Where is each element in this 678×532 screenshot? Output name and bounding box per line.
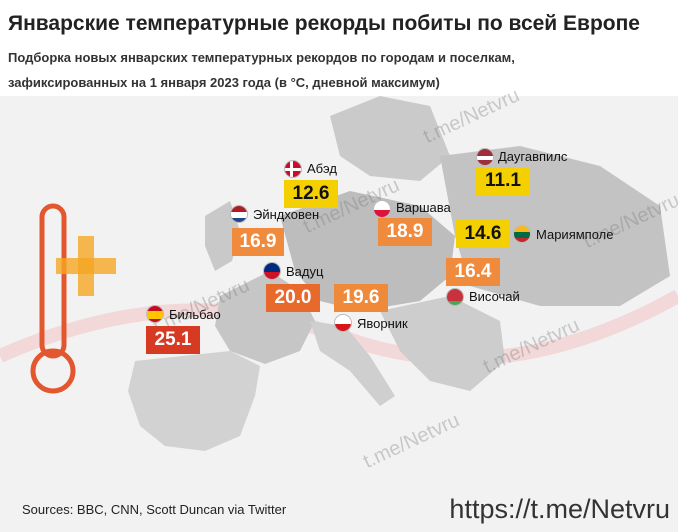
sources-text: Sources: BBC, CNN, Scott Duncan via Twit… <box>22 502 287 517</box>
temp-value: 14.6 <box>456 220 510 248</box>
city-name: Даугавпилс <box>498 149 568 164</box>
land-balkans <box>380 296 505 391</box>
flag-poland-icon <box>373 200 391 218</box>
city-name: Вадуц <box>286 264 324 279</box>
temp-value: 11.1 <box>476 167 530 195</box>
thermometer-bulb <box>30 348 76 394</box>
flag-netherlands-icon <box>230 205 248 223</box>
temp-value: 19.6 <box>334 284 388 312</box>
flag-liechtenstein-icon <box>263 262 281 280</box>
footer: Sources: BBC, CNN, Scott Duncan via Twit… <box>0 494 678 532</box>
city-name: Варшава <box>396 200 451 215</box>
flag-lithuania-icon <box>513 225 531 243</box>
city-name: Эйндховен <box>253 207 320 222</box>
flag-latvia-icon <box>476 148 494 166</box>
flag-czechia-icon <box>334 314 352 332</box>
temp-value: 12.6 <box>284 180 338 208</box>
land-scandinavia <box>330 96 450 181</box>
header: Январские температурные рекорды побиты п… <box>0 0 678 96</box>
subtitle-line-1: Подборка новых январских температурных р… <box>8 50 515 65</box>
city-name: Височай <box>469 289 520 304</box>
city-name: Абэд <box>307 161 337 176</box>
subtitle-line-2: зафиксированных на 1 января 2023 года (в… <box>8 75 440 90</box>
temp-value: 16.4 <box>446 258 500 286</box>
city-name: Бильбао <box>169 307 221 322</box>
land-iberia <box>128 351 260 451</box>
thermometer-icon <box>39 203 67 359</box>
telegram-link[interactable]: https://t.me/Netvru <box>449 494 670 524</box>
temp-value: 20.0 <box>266 284 320 312</box>
temp-value: 25.1 <box>146 326 200 354</box>
plus-icon-h <box>56 258 116 274</box>
flag-belarus-icon <box>446 288 464 306</box>
page-title: Январские температурные рекорды побиты п… <box>8 12 640 35</box>
flag-spain-icon <box>146 305 164 323</box>
temp-value: 18.9 <box>378 218 432 246</box>
city-name: Мариямполе <box>536 227 614 242</box>
land-italy <box>310 321 395 406</box>
temp-value: 16.9 <box>232 228 284 256</box>
flag-denmark-icon <box>284 160 302 178</box>
city-name: Яворник <box>357 316 408 331</box>
